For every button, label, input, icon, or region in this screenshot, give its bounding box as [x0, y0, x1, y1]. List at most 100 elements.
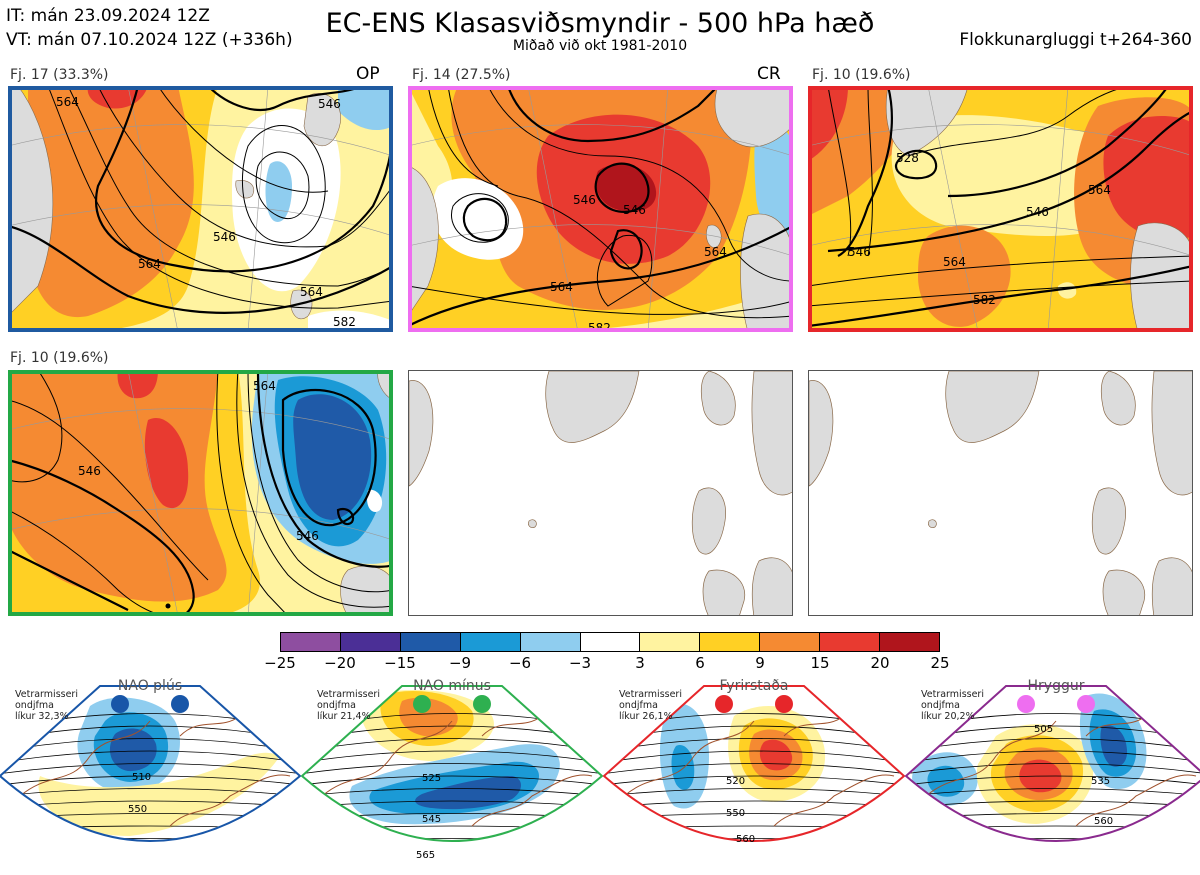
- regime-dot-left: [111, 695, 129, 713]
- regime-dot-right: [1077, 695, 1095, 713]
- cluster-2-label: Fj. 14 (27.5%): [412, 67, 511, 83]
- colorbar-tick-label: −9: [448, 654, 472, 672]
- cluster-1-label: Fj. 17 (33.3%): [10, 67, 109, 83]
- contour-label: 535: [1091, 776, 1110, 787]
- contour-label: 550: [726, 808, 745, 819]
- contour-label: 582: [588, 321, 611, 332]
- contour-label: 546: [1026, 205, 1049, 219]
- regime-panel: 505 535 560: [904, 685, 1200, 842]
- cluster-map-4: 546 546 564: [8, 370, 393, 616]
- regime-note: líkur 20,2%: [921, 711, 975, 722]
- regime-note: Vetrarmisseri: [921, 689, 984, 700]
- colorbar-tick-label: 6: [695, 654, 705, 672]
- colorbar-tick-label: 25: [930, 654, 950, 672]
- cluster-4-label: Fj. 10 (19.6%): [10, 350, 109, 366]
- colorbar-tick-label: 9: [755, 654, 765, 672]
- cluster-2-tag: CR: [757, 64, 781, 84]
- empty-map-2: [808, 370, 1193, 616]
- colorbar-segment: [281, 633, 341, 651]
- regime-panel: 520 550 560: [602, 685, 906, 845]
- colorbar-tick-label: −25: [264, 654, 296, 672]
- cluster-1-tag: OP: [356, 64, 380, 84]
- colorbar-segment: [760, 633, 821, 651]
- colorbar-segment: [340, 633, 401, 651]
- contour-label: 564: [943, 255, 966, 269]
- cluster-map-1: 564 546 546 564 564 582: [8, 86, 393, 332]
- regime-note: Vetrarmisseri: [317, 689, 380, 700]
- contour-label: 546: [848, 245, 871, 259]
- contour-label: 560: [1094, 816, 1113, 827]
- colorbar-ticks: −25 −20 −15 −9 −6 −3 3 6 9 15 20 25: [264, 654, 949, 674]
- regime-title: NAO plús: [118, 678, 182, 694]
- contour-label: 528: [896, 151, 919, 165]
- regime-dot-left: [715, 695, 733, 713]
- colorbar-segment: [700, 633, 761, 651]
- valid-time: VT: mán 07.10.2024 12Z (+336h): [6, 30, 293, 50]
- regime-note: ondjfma: [921, 700, 960, 711]
- colorbar-tick-label: −6: [508, 654, 532, 672]
- colorbar-segment: [580, 633, 641, 651]
- regime-note: líkur 32,3%: [15, 711, 69, 722]
- colorbar-tick-label: −15: [384, 654, 416, 672]
- contour-label: 546: [296, 529, 319, 543]
- regime-title: Fyrirstaða: [720, 678, 789, 694]
- empty-map-1: [408, 370, 793, 616]
- regime-dot-left: [1017, 695, 1035, 713]
- contour-label: 546: [318, 97, 341, 111]
- regime-note: ondjfma: [15, 700, 54, 711]
- init-time: IT: mán 23.09.2024 12Z: [6, 6, 210, 26]
- contour-label: 582: [333, 315, 356, 329]
- colorbar-segment: [820, 633, 881, 651]
- contour-label: 564: [300, 285, 323, 299]
- regime-note: Vetrarmisseri: [15, 689, 78, 700]
- colorbar-tick-label: 3: [635, 654, 645, 672]
- colorbar-segment: [520, 633, 581, 651]
- contour-label: 546: [213, 230, 236, 244]
- regime-row: 510 550 NAO plús Vetrarmisseri ondjfma líkur …: [0, 676, 1200, 871]
- cluster-4-frame: [8, 370, 393, 616]
- contour-label: 565: [416, 850, 435, 861]
- regime-dot-right: [473, 695, 491, 713]
- contour-label: 560: [736, 834, 755, 845]
- colorbar: [280, 632, 940, 652]
- contour-label: 582: [973, 293, 996, 307]
- regime-dot-right: [171, 695, 189, 713]
- cluster-3-label: Fj. 10 (19.6%): [812, 67, 911, 83]
- colorbar-segment: [880, 633, 939, 651]
- page-title: EC-ENS Klasasviðsmyndir - 500 hPa hæð: [325, 8, 875, 39]
- cluster-map-2: 546 546 564 564 582: [408, 86, 793, 332]
- cluster-3-frame: [808, 86, 1193, 332]
- cluster-2-frame: [408, 86, 793, 332]
- regime-panel: 525 545 565: [300, 685, 604, 861]
- regime-dot-left: [413, 695, 431, 713]
- contour-label: 525: [422, 773, 441, 784]
- contour-label: 545: [422, 814, 441, 825]
- contour-label: 550: [128, 804, 147, 815]
- cluster-window: Flokkunargluggi t+264-360: [959, 30, 1192, 50]
- contour-label: 546: [78, 464, 101, 478]
- regime-note: líkur 21,4%: [317, 711, 371, 722]
- colorbar-tick-label: 15: [810, 654, 830, 672]
- contour-label: 564: [1088, 183, 1111, 197]
- regime-note: ondjfma: [317, 700, 356, 711]
- contour-label: 546: [623, 203, 646, 217]
- contour-label: 564: [550, 280, 573, 294]
- regime-dot-right: [775, 695, 793, 713]
- regime-title: NAO mínus: [413, 678, 491, 694]
- colorbar-tick-label: −20: [324, 654, 356, 672]
- regime-panel: 510 550: [0, 685, 302, 842]
- contour-label: 546: [573, 193, 596, 207]
- cluster-1-frame: [8, 86, 393, 332]
- contour-label: 564: [253, 379, 276, 393]
- contour-label: 520: [726, 776, 745, 787]
- regime-note: ondjfma: [619, 700, 658, 711]
- regime-title: Hryggur: [1028, 678, 1085, 694]
- colorbar-segment: [400, 633, 461, 651]
- colorbar-segment: [640, 633, 701, 651]
- colorbar-tick-label: −3: [568, 654, 592, 672]
- regime-note: líkur 26,1%: [619, 711, 673, 722]
- page-subtitle: Miðað við okt 1981-2010: [512, 38, 688, 54]
- contour-label: 564: [704, 245, 727, 259]
- contour-label: 505: [1034, 724, 1053, 735]
- colorbar-tick-label: 20: [870, 654, 890, 672]
